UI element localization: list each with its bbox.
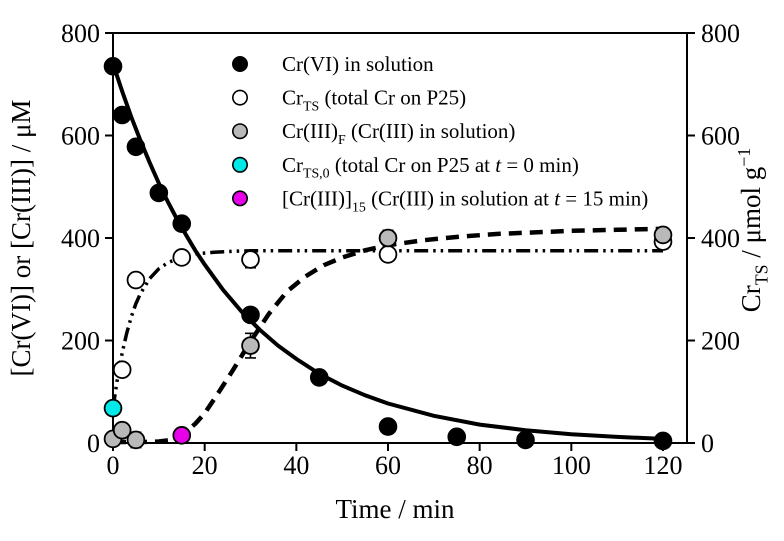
y-tick-label: 0: [701, 429, 714, 458]
data-point-cr6: [309, 368, 329, 387]
x-tick-label: 20: [192, 451, 218, 480]
legend-item-crts0: CrTS,0 (total Cr on P25 at t = 0 min): [232, 153, 579, 181]
data-point-cr6: [241, 305, 260, 325]
x-tick-label: 100: [552, 451, 591, 480]
data-point-cr6: [103, 57, 123, 76]
data-point-crts0: [103, 398, 123, 418]
legend-label-cr3f: Cr(III)F (Cr(III) in solution): [282, 119, 515, 147]
data-point-crts: [378, 245, 398, 264]
y-axis-left-title: [Cr(VI)] or [Cr(III)] / μM: [6, 100, 36, 377]
legend-item-cr3f: Cr(III)F (Cr(III) in solution): [232, 119, 515, 147]
data-point-crts: [112, 360, 132, 380]
x-tick-label: 120: [644, 451, 683, 480]
legend-marker-cr3_15: [232, 190, 249, 207]
data-point-cr3_15: [172, 426, 192, 445]
y-tick-label: 200: [61, 327, 100, 356]
x-tick-label: 80: [467, 451, 493, 480]
legend-item-cr3_15: [Cr(III)]15 (Cr(III) in solution at t = …: [232, 186, 648, 214]
y-tick-label: 800: [701, 19, 740, 48]
legend-label-cr3_15: [Cr(III)]15 (Cr(III) in solution at t = …: [282, 186, 648, 214]
legend: Cr(VI) in solution CrTS (total Cr on P25)…: [232, 52, 648, 214]
y-tick-label: 200: [701, 327, 740, 356]
legend-marker-crts0: [232, 156, 249, 173]
y-axis-right: 0 200 400 600 800 CrTS / μmol g−1: [687, 19, 772, 458]
y-tick-label: 800: [61, 19, 100, 48]
data-point-cr3f: [653, 225, 673, 245]
x-tick-label: 40: [283, 451, 309, 480]
legend-marker-cr3f: [232, 123, 249, 140]
legend-item-cr6: Cr(VI) in solution: [232, 52, 434, 76]
y-tick-label: 600: [701, 122, 740, 151]
legend-label-crts0: CrTS,0 (total Cr on P25 at t = 0 min): [282, 153, 579, 181]
series-cr3_15: [172, 426, 192, 445]
data-point-cr6: [126, 137, 146, 157]
fit-curve-crts-fit: [111, 249, 663, 409]
series-crts0: [103, 398, 123, 418]
data-point-cr6: [653, 431, 673, 451]
data-point-cr6: [112, 105, 132, 125]
y-tick-label: 400: [701, 224, 740, 253]
data-point-cr6: [149, 183, 169, 203]
data-point-cr6: [378, 417, 398, 436]
data-point-crts: [126, 270, 146, 290]
legend-item-crts: CrTS (total Cr on P25): [232, 86, 466, 114]
data-point-cr6: [447, 427, 467, 447]
data-point-cr3f: [112, 420, 132, 440]
legend-label-crts: CrTS (total Cr on P25): [282, 86, 466, 114]
data-point-cr3f: [241, 336, 260, 355]
data-point-cr6: [516, 430, 535, 450]
data-point-crts: [172, 248, 192, 267]
y-axis-left: 0 200 400 600 800 [Cr(VI)] or [Cr(III)] / μM: [6, 19, 113, 458]
x-axis: 0 20 40 60 80 100 120 Time / min: [107, 443, 683, 524]
x-axis-title: Time / min: [335, 494, 455, 524]
y-tick-label: 600: [61, 122, 100, 151]
legend-label-cr6: Cr(VI) in solution: [282, 52, 434, 76]
legend-marker-cr6: [232, 55, 249, 72]
data-point-crts: [241, 250, 260, 269]
legend-marker-crts: [232, 89, 249, 106]
series-cr6: [103, 57, 673, 451]
series-cr3f: [103, 225, 673, 450]
data-point-cr6: [172, 214, 192, 233]
x-tick-label: 0: [107, 451, 120, 480]
y-axis-right-title: CrTS / μmol g−1: [734, 148, 772, 312]
x-tick-label: 60: [375, 451, 401, 480]
y-tick-label: 400: [61, 224, 100, 253]
y-tick-label: 0: [87, 429, 100, 458]
data-point-cr3f: [378, 228, 398, 248]
data-point-cr3f: [126, 430, 146, 450]
